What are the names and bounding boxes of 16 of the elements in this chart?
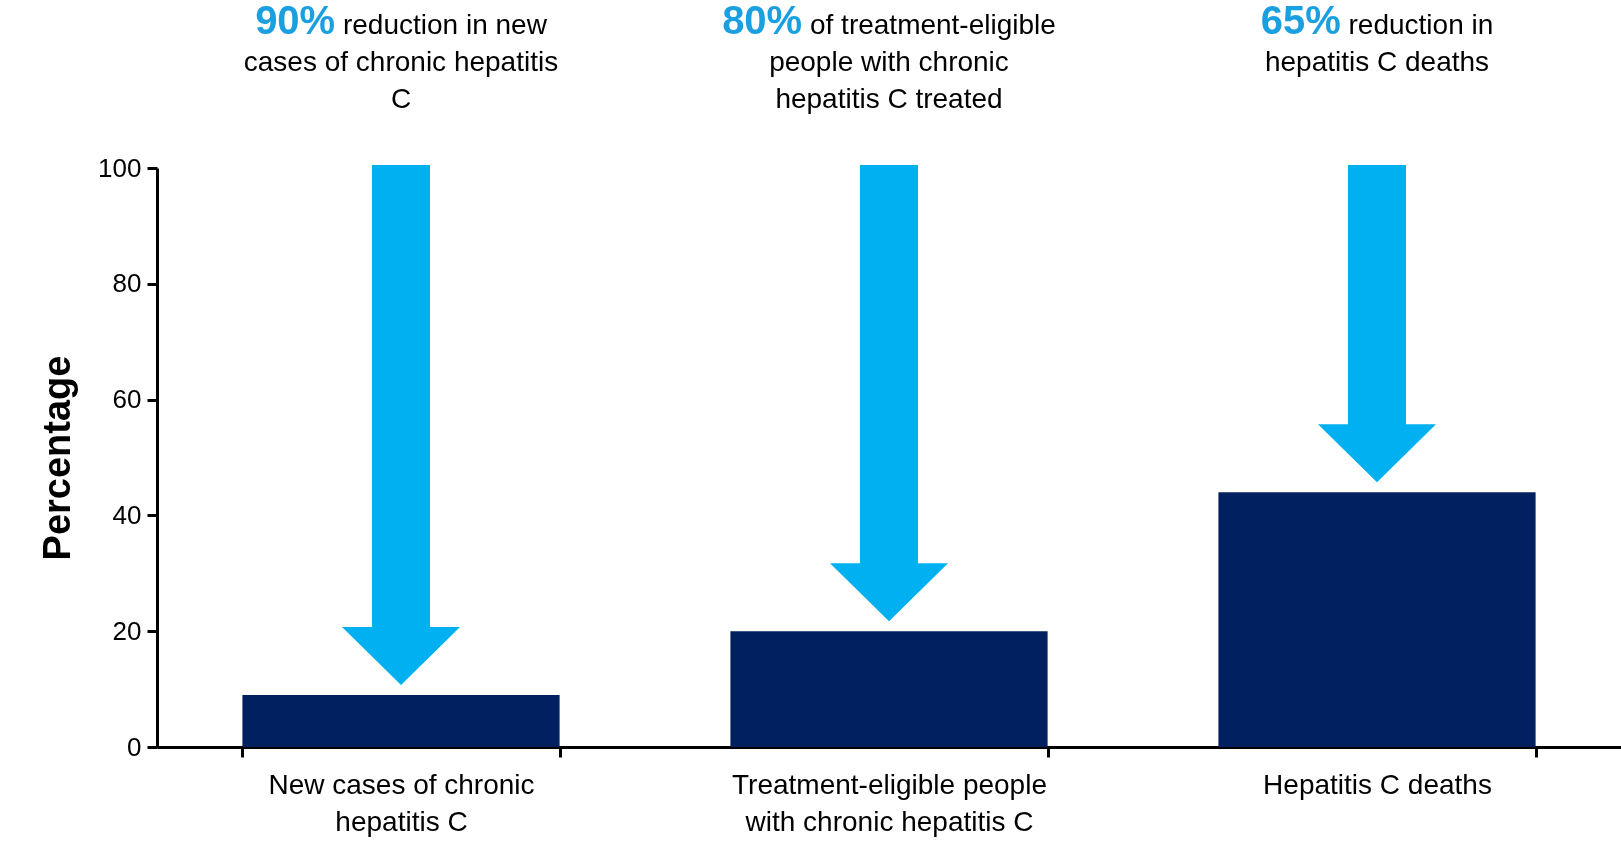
y-tick-label: 20 bbox=[112, 615, 142, 646]
bar bbox=[730, 631, 1048, 747]
y-tick-label: 80 bbox=[112, 268, 142, 299]
bar bbox=[242, 694, 560, 747]
text: 65% reduction in hepatitis C deaths bbox=[1259, 0, 1495, 79]
y-tick-label: 60 bbox=[112, 384, 142, 415]
x-tick-label: Treatment-eligible people with chronic hepatitis C bbox=[732, 768, 1047, 837]
x-tick-label: New cases of chronic hepatitis C bbox=[268, 768, 535, 837]
text: 90% reduction in new cases of chronic hepatitis C bbox=[242, 0, 560, 116]
text: 80% of treatment-eligible people with chronic hepatitis C treated bbox=[721, 0, 1057, 116]
y-tick-label: 0 bbox=[127, 731, 142, 762]
bar bbox=[1218, 492, 1536, 747]
x-tick-label: Hepatitis C deaths bbox=[1263, 768, 1492, 800]
y-tick-label: 100 bbox=[98, 152, 142, 183]
y-axis-title: Percentage bbox=[36, 355, 79, 561]
y-tick-label: 40 bbox=[112, 499, 142, 530]
